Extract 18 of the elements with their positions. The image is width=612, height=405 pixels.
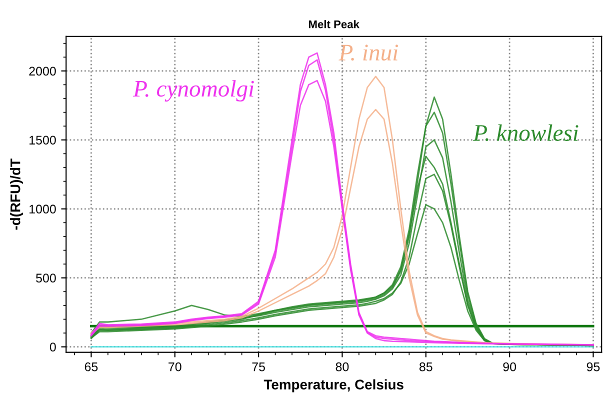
x-tick-label: 80 [336,362,349,372]
y-tick-label: 500 [36,274,56,283]
series-label: P. inui [338,44,398,61]
series-label: P. knowlesi [473,124,578,142]
y-tick-label: 2000 [29,66,56,76]
series-label: P. cynomolgi [132,80,254,102]
x-tick-label: 75 [252,362,265,372]
y-tick-label: 0 [50,342,56,352]
x-tick-label: 65 [84,362,98,372]
x-tick-label: 90 [503,362,516,372]
x-tick-label: 85 [419,362,432,372]
x-axis-title: Temperature, Celsius [264,379,404,392]
y-tick-label: 1000 [30,204,56,214]
x-tick-label: 95 [586,362,600,372]
chart-title: Melt Peak [308,20,360,28]
y-axis-title: -d(RFU)/dT [10,158,24,230]
x-tick-label: 70 [168,362,182,372]
y-tick-label: 1500 [30,136,56,145]
